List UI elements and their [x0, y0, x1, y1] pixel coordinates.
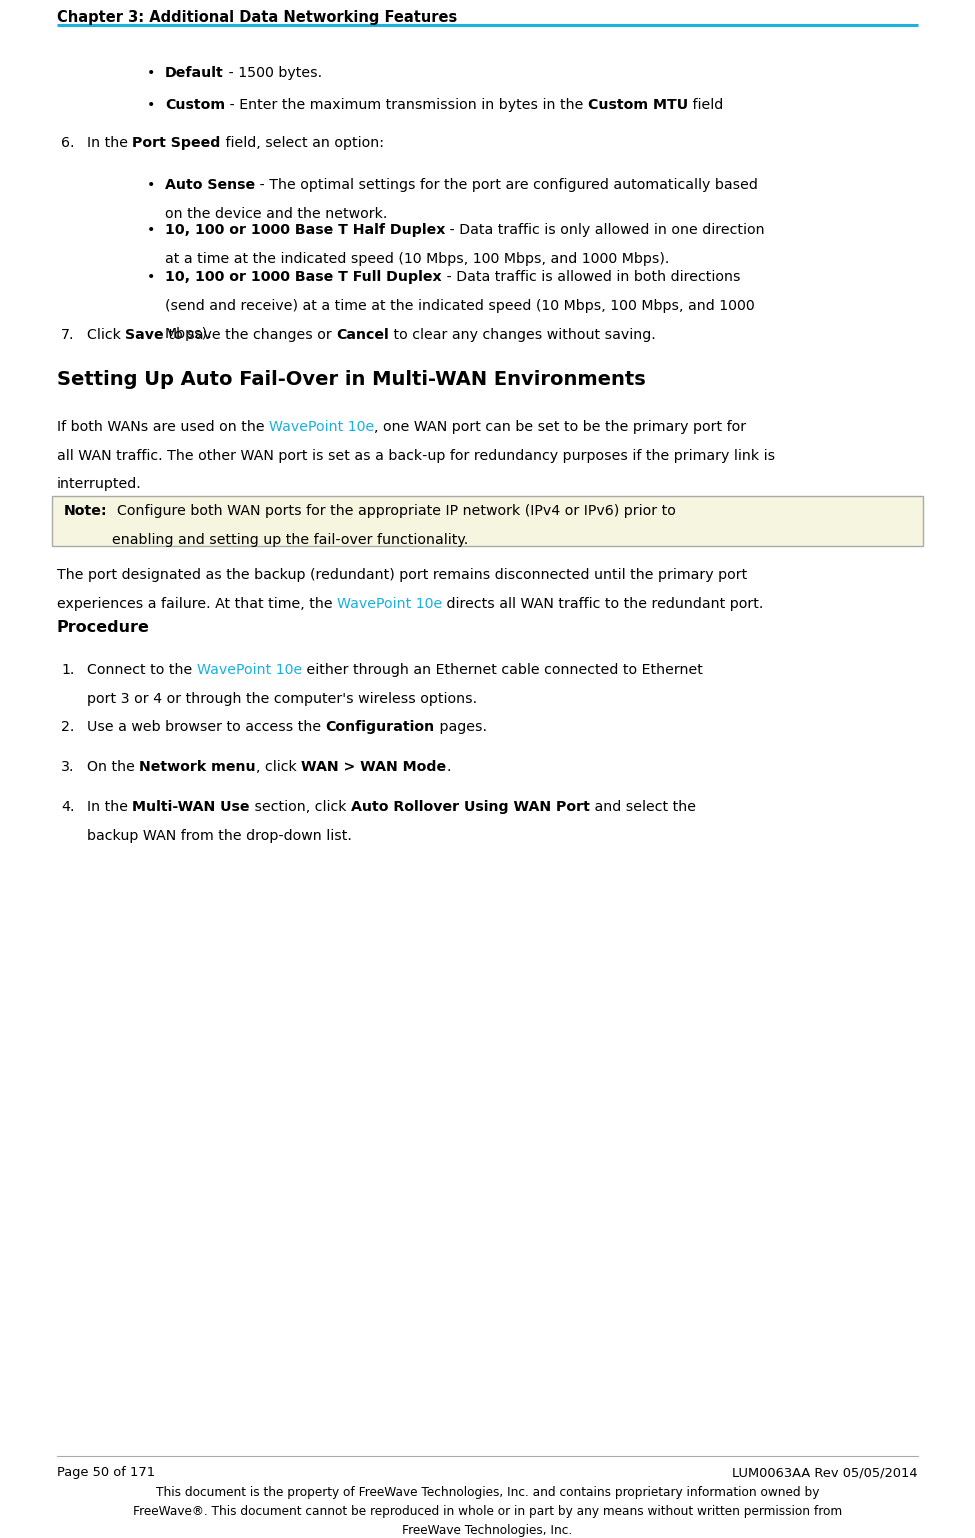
Text: Network menu: Network menu [139, 760, 256, 774]
Text: at a time at the indicated speed (10 Mbps, 100 Mbps, and 1000 Mbps).: at a time at the indicated speed (10 Mbp… [165, 252, 670, 266]
Text: Save: Save [126, 328, 164, 341]
Text: WavePoint 10e: WavePoint 10e [337, 597, 443, 611]
Text: 10, 100 or 1000 Base T Full Duplex: 10, 100 or 1000 Base T Full Duplex [165, 271, 442, 285]
Text: FreeWave Technologies, Inc.: FreeWave Technologies, Inc. [403, 1524, 572, 1536]
Text: Setting Up Auto Fail-Over in Multi-WAN Environments: Setting Up Auto Fail-Over in Multi-WAN E… [57, 371, 645, 389]
Text: - Enter the maximum transmission in bytes in the: - Enter the maximum transmission in byte… [225, 98, 588, 112]
Text: 7.: 7. [61, 328, 74, 341]
Text: Default: Default [165, 66, 223, 80]
Text: 2.: 2. [61, 720, 74, 734]
Text: 1.: 1. [61, 663, 74, 677]
Text: port 3 or 4 or through the computer's wireless options.: port 3 or 4 or through the computer's wi… [87, 692, 477, 706]
Text: Note:: Note: [64, 504, 107, 518]
Text: Custom: Custom [165, 98, 225, 112]
Text: all WAN traffic. The other WAN port is set as a back-up for redundancy purposes : all WAN traffic. The other WAN port is s… [57, 449, 775, 463]
Text: Connect to the: Connect to the [87, 663, 197, 677]
Text: to clear any changes without saving.: to clear any changes without saving. [389, 328, 656, 341]
Text: - 1500 bytes.: - 1500 bytes. [223, 66, 322, 80]
Text: WAN > WAN Mode: WAN > WAN Mode [301, 760, 447, 774]
Text: either through an Ethernet cable connected to Ethernet: either through an Ethernet cable connect… [302, 663, 703, 677]
Text: backup WAN from the drop-down list.: backup WAN from the drop-down list. [87, 829, 352, 843]
Text: LUM0063AA Rev 05/05/2014: LUM0063AA Rev 05/05/2014 [732, 1466, 918, 1480]
Text: This document is the property of FreeWave Technologies, Inc. and contains propri: This document is the property of FreeWav… [156, 1486, 819, 1500]
Text: on the device and the network.: on the device and the network. [165, 206, 387, 220]
Text: (send and receive) at a time at the indicated speed (10 Mbps, 100 Mbps, and 1000: (send and receive) at a time at the indi… [165, 298, 755, 312]
Text: experiences a failure. At that time, the: experiences a failure. At that time, the [57, 597, 337, 611]
Text: and select the: and select the [590, 800, 696, 814]
Text: On the: On the [87, 760, 139, 774]
Text: 4.: 4. [61, 800, 74, 814]
Text: section, click: section, click [250, 800, 351, 814]
Text: Port Speed: Port Speed [133, 135, 221, 151]
FancyBboxPatch shape [52, 495, 923, 546]
Text: field: field [688, 98, 723, 112]
Text: , click: , click [256, 760, 301, 774]
Text: •: • [147, 98, 155, 112]
Text: Page 50 of 171: Page 50 of 171 [57, 1466, 155, 1480]
Text: •: • [147, 271, 155, 285]
Text: In the: In the [87, 135, 133, 151]
Text: Use a web browser to access the: Use a web browser to access the [87, 720, 326, 734]
Text: Mbps).: Mbps). [165, 328, 213, 341]
Text: pages.: pages. [435, 720, 487, 734]
Text: Auto Sense: Auto Sense [165, 178, 255, 192]
Text: The port designated as the backup (redundant) port remains disconnected until th: The port designated as the backup (redun… [57, 568, 747, 581]
Text: .: . [447, 760, 450, 774]
Text: enabling and setting up the fail-over functionality.: enabling and setting up the fail-over fu… [112, 532, 468, 546]
Text: interrupted.: interrupted. [57, 477, 141, 491]
Text: Auto Rollover Using WAN Port: Auto Rollover Using WAN Port [351, 800, 590, 814]
Text: In the: In the [87, 800, 133, 814]
Text: •: • [147, 223, 155, 237]
Text: Procedure: Procedure [57, 620, 150, 635]
Text: Configuration: Configuration [326, 720, 435, 734]
Text: , one WAN port can be set to be the primary port for: , one WAN port can be set to be the prim… [374, 420, 747, 434]
Text: •: • [147, 178, 155, 192]
Text: - Data traffic is only allowed in one direction: - Data traffic is only allowed in one di… [446, 223, 765, 237]
Text: WavePoint 10e: WavePoint 10e [269, 420, 374, 434]
Text: directs all WAN traffic to the redundant port.: directs all WAN traffic to the redundant… [443, 597, 763, 611]
Text: Configure both WAN ports for the appropriate IP network (IPv4 or IPv6) prior to: Configure both WAN ports for the appropr… [107, 504, 676, 518]
Text: Chapter 3: Additional Data Networking Features: Chapter 3: Additional Data Networking Fe… [57, 11, 457, 25]
Text: •: • [147, 66, 155, 80]
Text: Custom MTU: Custom MTU [588, 98, 688, 112]
Text: 6.: 6. [61, 135, 74, 151]
Text: FreeWave®. This document cannot be reproduced in whole or in part by any means w: FreeWave®. This document cannot be repro… [133, 1506, 842, 1518]
Text: 10, 100 or 1000 Base T Half Duplex: 10, 100 or 1000 Base T Half Duplex [165, 223, 446, 237]
Text: WavePoint 10e: WavePoint 10e [197, 663, 302, 677]
Text: Multi-WAN Use: Multi-WAN Use [133, 800, 250, 814]
Text: field, select an option:: field, select an option: [221, 135, 384, 151]
Text: to save the changes or: to save the changes or [164, 328, 336, 341]
Text: Cancel: Cancel [336, 328, 389, 341]
Text: Click: Click [87, 328, 126, 341]
Text: If both WANs are used on the: If both WANs are used on the [57, 420, 269, 434]
Text: 3.: 3. [61, 760, 74, 774]
Text: - Data traffic is allowed in both directions: - Data traffic is allowed in both direct… [442, 271, 740, 285]
Text: - The optimal settings for the port are configured automatically based: - The optimal settings for the port are … [255, 178, 758, 192]
